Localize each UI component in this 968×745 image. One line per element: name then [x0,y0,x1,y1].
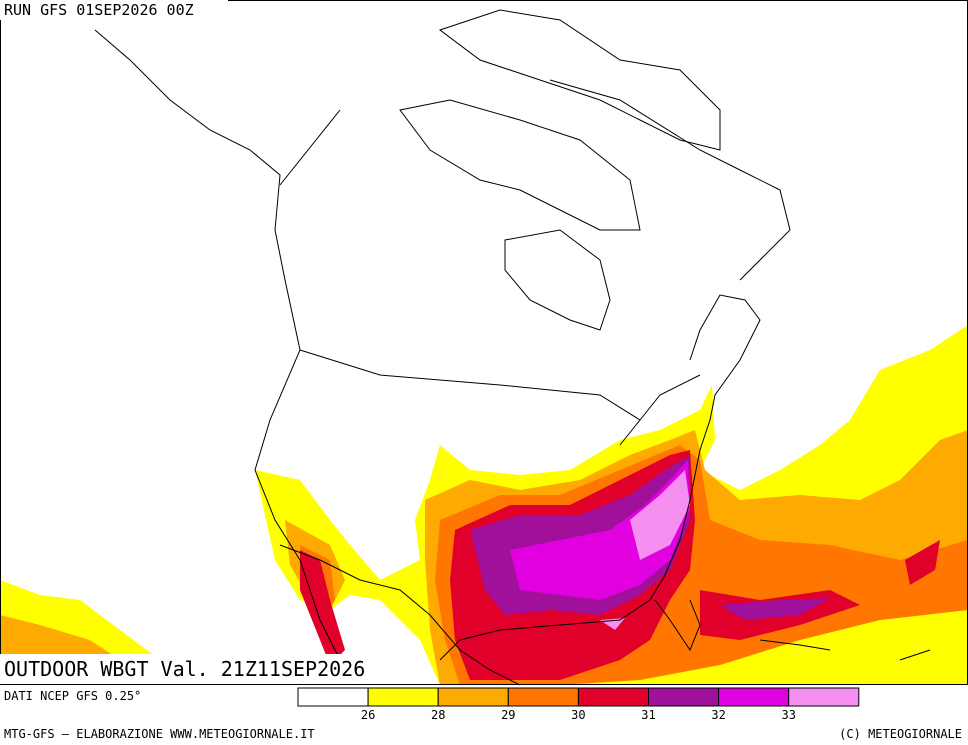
map-title: OUTDOOR WBGT Val. 21Z11SEP2026 [4,657,365,681]
map-title-box [0,654,388,684]
legend-swatch [648,687,720,707]
run-label: RUN GFS 01SEP2026 00Z [4,1,194,19]
source-label: DATI NCEP GFS 0.25° [4,689,141,703]
legend-label: 32 [711,708,725,722]
footer-left: MTG-GFS — ELABORAZIONE WWW.METEOGIORNALE… [4,727,315,741]
legend-label: 30 [571,708,585,722]
coastlines [94,9,931,686]
legend-swatch [577,687,650,707]
map: OUTDOOR WBGT Val. 21Z11SEP2026 RUN GFS 0… [0,0,968,686]
legend-label: 29 [501,708,515,722]
legend-swatch [507,687,579,707]
legend-label: 28 [431,708,445,722]
legend-label: 33 [781,708,795,722]
legend-swatch [437,687,509,707]
legend-swatch [788,687,860,707]
legend-swatch [718,687,790,707]
legend-label: 31 [641,708,655,722]
legend-label: 26 [361,708,375,722]
run-box [0,0,228,20]
footer-right: (C) METEOGIORNALE [839,727,962,741]
legend-swatch [367,687,439,707]
field-32 [510,460,690,600]
legend: 26 28 29 30 31 32 33 [297,687,860,722]
legend-swatch [297,687,369,707]
